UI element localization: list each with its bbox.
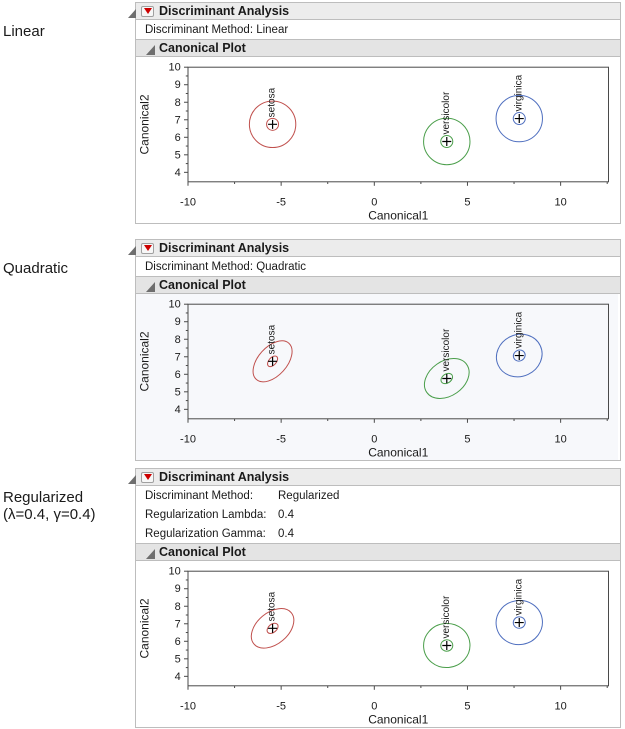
svg-text:7: 7 — [175, 114, 181, 126]
svg-text:Canonical2: Canonical2 — [137, 94, 151, 154]
svg-text:Canonical2: Canonical2 — [137, 331, 151, 391]
svg-text:Canonical1: Canonical1 — [368, 445, 428, 459]
svg-text:Canonical2: Canonical2 — [137, 598, 151, 658]
svg-text:0: 0 — [371, 701, 377, 713]
svg-text:9: 9 — [175, 79, 181, 91]
svg-text:10: 10 — [554, 197, 566, 209]
svg-text:8: 8 — [175, 97, 181, 109]
svg-text:5: 5 — [464, 701, 470, 713]
svg-text:6: 6 — [175, 132, 181, 144]
svg-text:-10: -10 — [180, 701, 196, 713]
svg-text:versicolor: versicolor — [441, 595, 452, 638]
svg-text:10: 10 — [169, 299, 181, 311]
svg-text:8: 8 — [175, 601, 181, 613]
svg-text:4: 4 — [175, 167, 181, 179]
svg-text:-5: -5 — [276, 197, 286, 209]
svg-text:7: 7 — [175, 618, 181, 630]
svg-text:10: 10 — [554, 701, 566, 713]
svg-text:-5: -5 — [276, 701, 286, 713]
svg-text:virginica: virginica — [513, 74, 524, 111]
svg-text:versicolor: versicolor — [441, 91, 452, 134]
svg-text:5: 5 — [175, 149, 181, 161]
svg-text:virginica: virginica — [513, 311, 524, 348]
svg-text:5: 5 — [175, 653, 181, 665]
svg-text:10: 10 — [169, 62, 181, 74]
svg-text:setosa: setosa — [267, 87, 278, 117]
svg-text:7: 7 — [175, 351, 181, 363]
svg-text:9: 9 — [175, 583, 181, 595]
svg-text:Canonical1: Canonical1 — [368, 712, 428, 726]
svg-text:Canonical1: Canonical1 — [368, 208, 428, 222]
svg-text:4: 4 — [175, 671, 181, 683]
svg-text:5: 5 — [175, 386, 181, 398]
svg-text:-10: -10 — [180, 197, 196, 209]
svg-text:4: 4 — [175, 404, 181, 416]
svg-text:-5: -5 — [276, 434, 286, 446]
svg-text:6: 6 — [175, 369, 181, 381]
svg-text:10: 10 — [169, 566, 181, 578]
svg-text:5: 5 — [464, 434, 470, 446]
svg-text:-10: -10 — [180, 434, 196, 446]
svg-text:10: 10 — [554, 434, 566, 446]
svg-text:0: 0 — [371, 434, 377, 446]
svg-text:5: 5 — [464, 197, 470, 209]
svg-text:6: 6 — [175, 636, 181, 648]
svg-text:9: 9 — [175, 316, 181, 328]
svg-text:setosa: setosa — [267, 324, 278, 354]
svg-text:versicolor: versicolor — [441, 328, 452, 371]
svg-text:virginica: virginica — [513, 578, 524, 615]
svg-text:0: 0 — [371, 197, 377, 209]
svg-text:8: 8 — [175, 334, 181, 346]
svg-text:setosa: setosa — [267, 591, 278, 621]
